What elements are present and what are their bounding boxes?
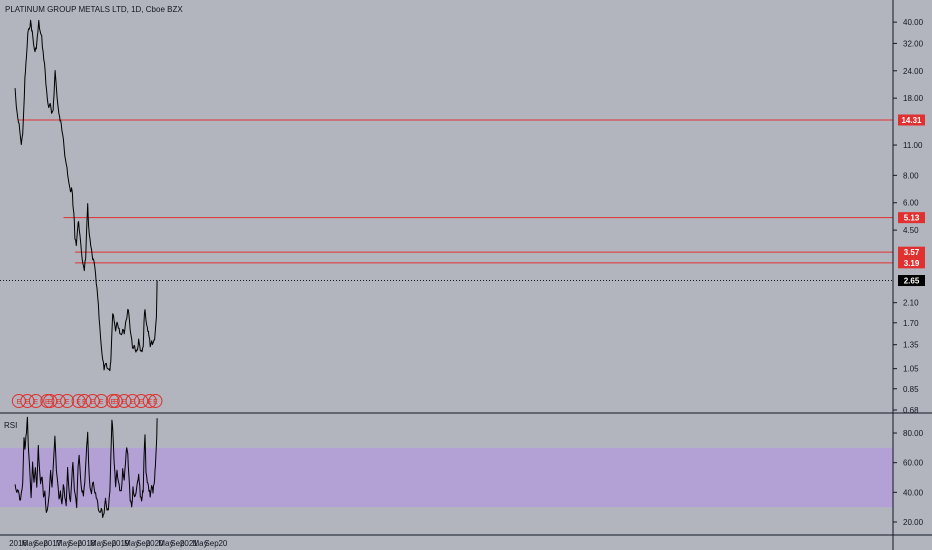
rsi-band-layer — [0, 447, 893, 508]
earnings-marker-label: E — [17, 399, 22, 406]
rsi-label: RSI — [4, 421, 17, 430]
time-tick-label: Sep — [204, 539, 219, 548]
price-tick-label: 11.00 — [903, 141, 923, 150]
earnings-marker-label: E — [82, 399, 87, 406]
earnings-marker[interactable] — [117, 394, 132, 408]
earnings-markers[interactable]: E E E EE E E E E E E EE E E E E E — [11, 394, 163, 408]
earnings-marker[interactable] — [77, 394, 92, 408]
earnings-marker-label: E — [153, 399, 158, 406]
time-tick-label: May — [192, 539, 207, 548]
earnings-marker-label: E — [76, 399, 81, 406]
time-tick-label: 2016 — [9, 539, 27, 548]
earnings-marker-label: E — [90, 399, 95, 406]
earnings-marker-label: E — [122, 399, 127, 406]
price-tick-label: 1.70 — [903, 319, 919, 328]
price-tick-label: 0.68 — [903, 406, 919, 415]
level-label-3.19: 3.19 — [904, 259, 920, 268]
time-tick-label: 2021 — [180, 539, 198, 548]
time-tick-label: Sep — [102, 539, 117, 548]
level-tag-3.57 — [898, 246, 925, 258]
price-tick-label: 1.05 — [903, 365, 919, 374]
chart-title: PLATINUM GROUP METALS LTD, 1D, Cboe BZX — [5, 5, 183, 14]
earnings-marker[interactable] — [40, 394, 55, 408]
time-tick-label: Sep — [34, 539, 49, 548]
rsi-tick-label: 80.00 — [903, 429, 924, 438]
time-tick-label: Sep — [68, 539, 83, 548]
earnings-marker[interactable] — [142, 394, 157, 408]
time-tick-label: 2017 — [43, 539, 61, 548]
level-tag-5.13 — [898, 212, 925, 224]
price-tick-label: 8.00 — [903, 171, 919, 180]
time-tick-label: 2018 — [77, 539, 95, 548]
earnings-marker[interactable] — [28, 394, 43, 408]
time-tick-label: May — [22, 539, 37, 548]
earnings-marker[interactable] — [134, 394, 149, 408]
last-price-tag — [898, 275, 925, 287]
earnings-marker-label: E — [113, 399, 118, 406]
rsi-line — [14, 416, 158, 518]
price-tick-label: 6.00 — [903, 199, 919, 208]
price-tick-label: 1.35 — [903, 341, 919, 350]
price-line — [14, 19, 158, 372]
rsi-tick-label: 60.00 — [903, 459, 924, 468]
rsi-series — [14, 416, 158, 518]
earnings-marker[interactable] — [94, 394, 109, 408]
earnings-marker-label: E — [48, 399, 53, 406]
price-tick-label: 40.00 — [903, 18, 924, 27]
earnings-marker[interactable] — [71, 394, 86, 408]
rsi-tick-label: 20.00 — [903, 518, 924, 527]
earnings-marker-label: E — [56, 399, 61, 406]
earnings-marker[interactable] — [85, 394, 100, 408]
level-tag-14.31 — [898, 114, 925, 126]
earnings-marker-label: E — [34, 399, 39, 406]
earnings-marker[interactable] — [60, 394, 75, 408]
earnings-marker[interactable] — [43, 394, 58, 408]
price-series — [14, 19, 158, 372]
earnings-marker[interactable] — [108, 394, 123, 408]
time-tick-label: Sep — [136, 539, 151, 548]
last-price-label: 2.65 — [904, 277, 920, 286]
earnings-marker-label: E — [130, 399, 135, 406]
price-tick-label: 32.00 — [903, 39, 924, 48]
earnings-marker[interactable] — [105, 394, 120, 408]
earnings-marker-label: E — [110, 399, 115, 406]
level-lines-layer: 14.31 5.13 3.57 3.19 2.65 — [0, 114, 925, 287]
earnings-marker-label: E — [25, 399, 30, 406]
time-tick-label: May — [124, 539, 139, 548]
earnings-marker[interactable] — [11, 394, 26, 408]
earnings-marker[interactable] — [20, 394, 35, 408]
earnings-marker[interactable] — [148, 394, 163, 408]
earnings-marker-label: E — [45, 399, 50, 406]
rsi-band — [0, 447, 893, 508]
earnings-marker-label: E — [99, 399, 104, 406]
time-tick-label: May — [90, 539, 105, 548]
level-label-3.57: 3.57 — [904, 248, 920, 257]
time-tick-label: May — [56, 539, 71, 548]
level-label-14.31: 14.31 — [901, 116, 922, 125]
time-tick-label: 2020 — [146, 539, 164, 548]
time-tick-label: 20 — [218, 539, 227, 548]
earnings-marker-label: E — [147, 399, 152, 406]
time-tick-label: May — [158, 539, 173, 548]
rsi-tick-label: 40.00 — [903, 488, 924, 497]
earnings-marker[interactable] — [51, 394, 66, 408]
earnings-marker-label: E — [65, 399, 70, 406]
level-label-5.13: 5.13 — [904, 214, 920, 223]
price-tick-label: 24.00 — [903, 67, 924, 76]
price-tick-label: 18.00 — [903, 94, 924, 103]
earnings-marker-label: E — [139, 399, 144, 406]
level-tag-3.19 — [898, 257, 925, 269]
time-tick-label: 2019 — [112, 539, 130, 548]
time-tick-label: Sep — [170, 539, 185, 548]
price-tick-label: 4.50 — [903, 226, 919, 235]
price-tick-label: 2.10 — [903, 299, 919, 308]
price-tick-label: 0.85 — [903, 385, 919, 394]
earnings-marker[interactable] — [125, 394, 140, 408]
